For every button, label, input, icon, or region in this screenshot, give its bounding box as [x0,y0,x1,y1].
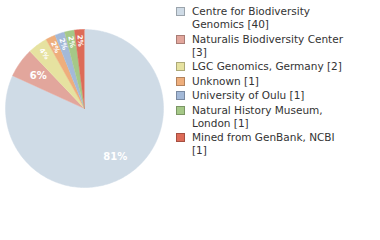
svg-text:2%: 2% [76,35,85,47]
html-text:LGC Genomics, Germany [2]: LGC Genomics, Germany [2] [192,60,342,72]
html-text:University of Oulu [1]: University of Oulu [1] [192,89,305,101]
svg-text:2%: 2% [57,37,69,51]
html-text:Natural History Museum, London: Natural History Museum, London [1] [192,103,323,129]
html-text:Unknown [1]: Unknown [1] [192,74,259,87]
html-text:Naturalis Biodiversity Center: Naturalis Biodiversity Center [3] [192,32,343,58]
html-text:Centre for Biodiversity Genomi: Centre for Biodiversity Genomics [40] [192,5,311,30]
html-text:Mined from GenBank, NCBI [1]: Mined from GenBank, NCBI [1] [192,131,335,156]
svg-text:6%: 6% [30,70,47,81]
svg-text:81%: 81% [103,151,127,162]
svg-text:4%: 4% [37,47,50,61]
svg-text:2%: 2% [48,40,62,55]
svg-text:2%: 2% [66,35,76,48]
